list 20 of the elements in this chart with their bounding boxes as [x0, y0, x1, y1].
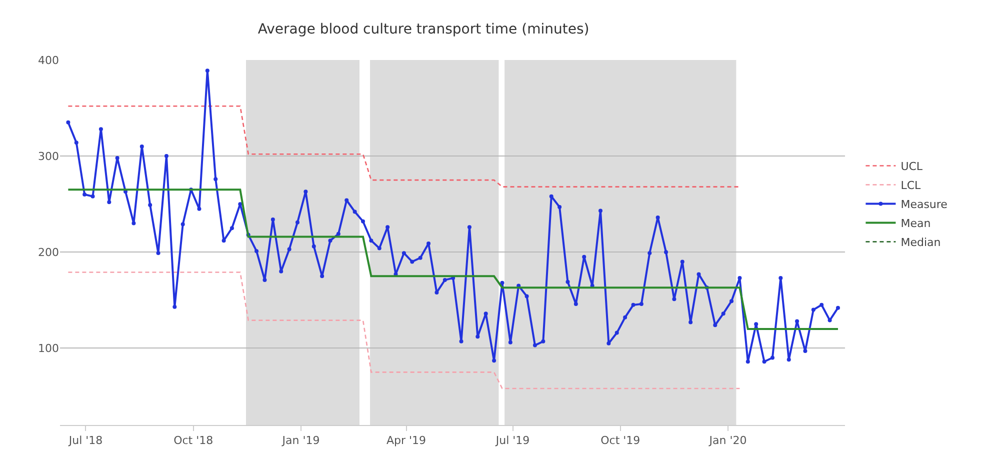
x-tick-label: Jul '18	[68, 434, 103, 448]
y-tick-label: 300	[38, 150, 59, 163]
y-tick-label: 400	[38, 54, 59, 67]
x-tick-label: Jan '20	[708, 434, 747, 448]
y-tick-label: 200	[38, 246, 59, 259]
chart-title: Average blood culture transport time (minutes)	[258, 21, 590, 38]
x-tick-label: Oct '19	[600, 434, 640, 448]
line-series	[67, 188, 839, 330]
x-tick-label: Jan '19	[281, 434, 320, 448]
x-tick-label: Jul '19	[494, 434, 530, 448]
legend-label: Median	[900, 236, 941, 250]
x-tick-label: Apr '19	[386, 434, 426, 448]
legend-label: Mean	[900, 217, 931, 230]
x-tick-label: Oct '18	[174, 434, 214, 448]
legend-label: LCL	[900, 179, 922, 192]
y-tick-label: 100	[38, 342, 59, 356]
line-series	[68, 105, 740, 188]
legend-label: Measure	[900, 198, 948, 212]
line-series	[68, 272, 740, 390]
legend-label: UCL	[900, 160, 924, 174]
